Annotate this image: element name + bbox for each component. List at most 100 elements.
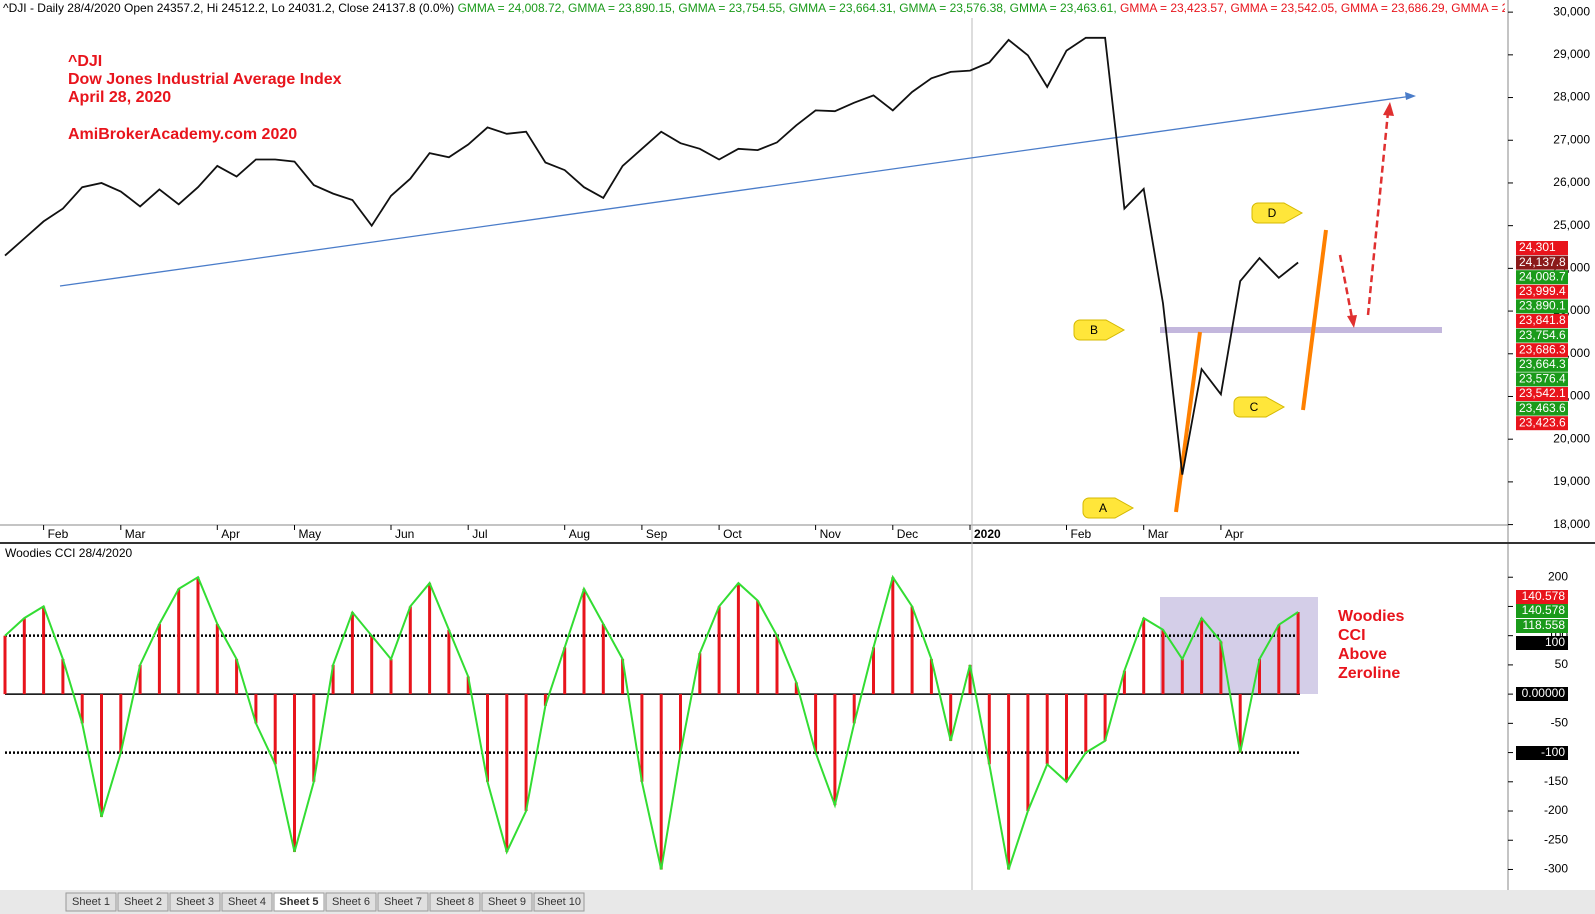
resistance-band xyxy=(1160,327,1442,333)
callout xyxy=(1073,319,1126,341)
price-tag xyxy=(1516,314,1568,328)
sheet-tab xyxy=(273,892,325,912)
header-segment: GMMA = 23,686.29, xyxy=(1341,1,1451,15)
header-segment: GMMA = 23,754.55, xyxy=(678,1,788,15)
cci-pane: Woodies CCI 28/4/2020 -300 -250 -200 -150 -10… xyxy=(3,546,1569,876)
x-tick-label: Mar xyxy=(1148,527,1169,541)
y-tick-label: -150 xyxy=(1544,774,1568,788)
x-tick-label: Feb xyxy=(48,527,69,541)
title-line: ^DJI xyxy=(68,53,102,70)
sheet-tab-label[interactable]: Sheet 3 xyxy=(176,896,214,908)
price-tag xyxy=(1516,270,1568,285)
x-tick-label: Feb xyxy=(1071,527,1092,541)
value-tag-label: 100 xyxy=(1545,635,1565,649)
price-tag xyxy=(1516,343,1568,358)
sheet-tab-label[interactable]: Sheet 6 xyxy=(332,896,370,908)
price-tag xyxy=(1516,401,1568,416)
value-tag xyxy=(1516,590,1568,604)
price-tag-label: 23,542.1 xyxy=(1519,386,1566,400)
header-bg xyxy=(0,0,1507,18)
value-tag xyxy=(1516,619,1568,633)
y-tick-label: 20,000 xyxy=(1553,431,1590,445)
header-text: ^DJI - Daily 28/4/2020 Open 24357.2, Hi … xyxy=(3,1,1549,15)
y-tick-label: 50 xyxy=(1555,657,1569,671)
price-tag xyxy=(1516,357,1568,372)
price-tag-label: 23,463.6 xyxy=(1519,401,1566,415)
callout-label: A xyxy=(1099,501,1107,515)
value-tag-label: 140.578 xyxy=(1522,589,1566,603)
title-line: Dow Jones Industrial Average Index xyxy=(68,71,342,88)
pane-title: Woodies CCI 28/4/2020 xyxy=(5,546,133,560)
title-line: April 28, 2020 xyxy=(68,89,171,106)
callout-label: B xyxy=(1090,323,1098,337)
x-tick-label: 2020 xyxy=(974,527,1001,541)
header-segment: GMMA = 23,423.57, xyxy=(1120,1,1230,15)
price-tag xyxy=(1516,328,1568,343)
sheet-tab-label[interactable]: Sheet 1 xyxy=(72,896,110,908)
callout xyxy=(1233,396,1286,418)
y-tick-label: 30,000 xyxy=(1553,4,1590,18)
y-tick-label: 200 xyxy=(1548,569,1568,583)
y-tick-label: -200 xyxy=(1544,803,1568,817)
price-tag xyxy=(1516,372,1568,387)
sheet-tab xyxy=(481,892,533,912)
x-tick-label: May xyxy=(299,527,322,541)
y-tick-label: -50 xyxy=(1551,716,1569,730)
price-tag-label: 23,686.3 xyxy=(1519,342,1566,356)
sheet-tab-label[interactable]: Sheet 4 xyxy=(228,896,266,908)
sheet-tab xyxy=(117,892,169,912)
y-tick-label: 27,000 xyxy=(1553,132,1590,146)
value-tag xyxy=(1516,604,1568,618)
x-tick-label: Jun xyxy=(395,527,414,541)
header-segment: GMMA = 23,542.05, xyxy=(1230,1,1340,15)
sheet-tab xyxy=(65,892,117,912)
price-tag xyxy=(1516,416,1568,431)
callout-label: D xyxy=(1268,206,1277,220)
price-tag-label: 23,664.3 xyxy=(1519,357,1566,371)
cci-line xyxy=(4,574,1299,870)
callout xyxy=(1082,497,1135,519)
callout-label: C xyxy=(1250,400,1259,414)
header-segment: GMMA = 23,841.7 xyxy=(1451,1,1548,15)
sheet-tab-label[interactable]: Sheet 9 xyxy=(488,896,526,908)
x-tick-label: Apr xyxy=(1225,527,1244,541)
sheet-tab-label[interactable]: Sheet 2 xyxy=(124,896,162,908)
y-tick-label: 26,000 xyxy=(1553,175,1590,189)
sheet-tab-label[interactable]: Sheet 7 xyxy=(384,896,422,908)
orange-line xyxy=(1174,331,1202,513)
header-segment: GMMA = 23,463.61, xyxy=(1010,1,1120,15)
title-line: AmiBrokerAcademy.com 2020 xyxy=(68,126,297,143)
price-tag xyxy=(1516,299,1568,314)
price-tag-label: 23,754.6 xyxy=(1519,328,1566,342)
price-pane: 18,00019,00020,00021,00022,00023,00024,0… xyxy=(4,4,1590,541)
price-tag-label: 23,841.8 xyxy=(1519,313,1566,327)
sheet-tab-label[interactable]: Sheet 8 xyxy=(436,896,474,908)
price-tag xyxy=(1516,284,1568,299)
y-tick-label: 18,000 xyxy=(1553,517,1590,531)
cci-annotation: Zeroline xyxy=(1338,665,1400,682)
x-tick-label: Aug xyxy=(569,527,590,541)
sheet-tab xyxy=(429,892,481,912)
price-tag xyxy=(1516,387,1568,401)
trend-arrow xyxy=(1405,92,1416,100)
y-tick-label: 28,000 xyxy=(1553,90,1590,104)
sheet-tab xyxy=(169,892,221,912)
x-tick-label: Apr xyxy=(221,527,240,541)
price-tag-label: 24,137.8 xyxy=(1519,255,1566,269)
y-tick-label: 19,000 xyxy=(1553,474,1590,488)
sheet-tab-label[interactable]: Sheet 5 xyxy=(279,896,318,908)
price-tag-label: 23,999.4 xyxy=(1519,284,1566,298)
sheet-tab-label[interactable]: Sheet 10 xyxy=(537,896,581,908)
x-tick-label: Sep xyxy=(646,527,668,541)
arrow-head xyxy=(1383,102,1394,116)
x-tick-label: Oct xyxy=(723,527,742,541)
price-line xyxy=(4,36,1299,475)
orange-line xyxy=(1301,229,1328,411)
arrow-head xyxy=(1347,315,1357,328)
price-tag-label: 23,423.6 xyxy=(1519,415,1566,429)
x-tick-label: Nov xyxy=(820,527,841,541)
trend-line xyxy=(59,95,1413,287)
value-tag-label: 0.00000 xyxy=(1522,686,1566,700)
